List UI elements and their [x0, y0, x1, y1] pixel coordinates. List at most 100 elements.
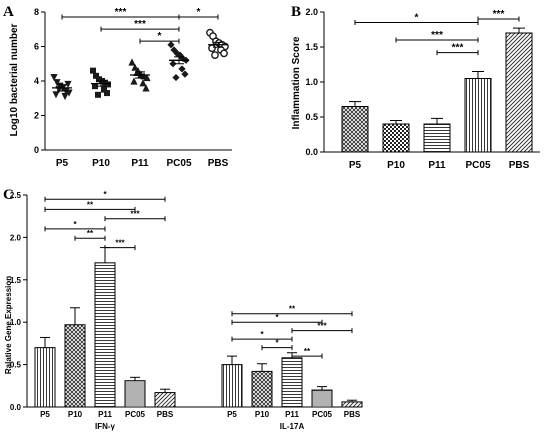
panel-c-sig-label: *: [275, 339, 279, 348]
panel-a-point: [133, 68, 141, 76]
panel-a-point: [104, 90, 110, 97]
panel-a-y-tick-label: 8: [34, 7, 39, 17]
panel-a-x-tick-label: PBS: [208, 158, 229, 169]
panel-c-x-tick-label: PC05: [312, 410, 333, 419]
panel-c-sig-label: *: [260, 330, 264, 339]
panel-a-sig-label: *: [197, 7, 201, 18]
panel-a-point: [139, 79, 147, 87]
panel-c-sig-label: **: [304, 347, 311, 356]
panel-c-x-tick-label: P5: [227, 410, 237, 419]
panel-a-sig-label: *: [158, 31, 162, 42]
panel-b-bar: [382, 123, 410, 153]
panel-a-point: [131, 63, 139, 71]
panel-b-y-axis-title: Inflammation Score: [291, 36, 302, 129]
panel-c-sig-label: ***: [317, 322, 327, 331]
panel-c-y-axis-title: Ralative Gene Expression: [4, 276, 13, 374]
panel-b-y-tick-label: 1.5: [305, 42, 318, 52]
panel-b-bar: [423, 123, 451, 153]
panel-c-bar: [251, 370, 273, 408]
panel-a-y-tick-label: 2: [34, 111, 39, 121]
panel-b-sig-label: ***: [431, 30, 443, 41]
panel-a-point: [50, 73, 58, 82]
panel-a-point: [142, 84, 150, 92]
panel-c-sig-label: ***: [130, 210, 140, 219]
panel-label-c: C: [3, 187, 14, 203]
panel-b-bar: [341, 106, 369, 153]
panel-b-bar: [464, 78, 492, 153]
panel-c-bar: [34, 347, 56, 408]
panel-a-point: [172, 73, 180, 82]
panel-a-point: [211, 51, 219, 60]
panel-a-point: [181, 70, 189, 78]
panel-a-point: [92, 83, 98, 90]
panel-c-bar: [311, 389, 333, 408]
panel-a-point: [128, 58, 136, 66]
panel-c-sig-label: *: [103, 190, 107, 199]
panel-b-sig-label: ***: [452, 43, 464, 54]
panel-a-point: [93, 72, 99, 79]
panel-c-group-label: IL-17A: [280, 422, 305, 431]
panel-c-x-tick-label: P10: [68, 410, 83, 419]
panel-c-bar: [341, 401, 363, 408]
panel-a-y-tick-label: 6: [34, 42, 39, 52]
panel-c-bar: [124, 380, 146, 408]
panel-c-bar: [221, 364, 243, 408]
panel-a-x-tick-label: P10: [92, 158, 110, 169]
panel-b-x-tick-label: P10: [387, 160, 405, 171]
panel-c-sig-label: **: [87, 200, 94, 209]
panel-c-sig-label: **: [87, 229, 94, 238]
panel-label-a: A: [3, 4, 14, 20]
panel-c-bar: [64, 324, 86, 408]
panel-a-x-tick-label: P11: [131, 158, 149, 169]
panel-b-y-tick-label: 1.0: [305, 77, 318, 87]
panel-a-point: [208, 44, 216, 53]
panel-c: C Ralative Gene Expression 0.0 0.5 1.0 1.5 2…: [3, 187, 363, 431]
panel-a-x-tick-label: P5: [56, 158, 69, 169]
panel-b-x-tick-label: PBS: [509, 160, 530, 171]
panel-c-y-tick-label: 0.0: [10, 403, 22, 412]
panel-c-x-tick-label: P11: [98, 410, 112, 419]
panel-b-y-tick-label: 2.0: [305, 7, 318, 17]
panel-a-point: [95, 91, 101, 98]
panel-b-x-tick-label: P5: [349, 160, 362, 171]
panel-a-point: [169, 60, 177, 68]
panel-b-y-tick-label: 0.5: [305, 112, 318, 122]
panel-label-b: B: [291, 4, 301, 20]
panel-a-sig-label: ***: [134, 19, 146, 30]
panel-b-bar: [505, 32, 533, 153]
panel-a-point: [220, 49, 228, 58]
panel-b: B Inflammation Score 0.0 0.5 1.0 1.5 2.0 P5 P1…: [291, 4, 540, 171]
panel-a-point: [105, 81, 111, 88]
panel-c-y-tick-label: 1.0: [10, 318, 22, 327]
panel-a-point: [101, 86, 107, 93]
panel-b-sig-label: *: [415, 13, 419, 24]
panel-c-y-tick-label: 0.5: [10, 361, 22, 370]
panel-b-x-tick-label: PC05: [465, 160, 490, 171]
panel-a-point: [64, 80, 72, 89]
panel-a-point: [90, 67, 96, 74]
panel-c-y-tick-label: 1.5: [10, 276, 22, 285]
panel-a-y-tick-label: 4: [34, 76, 39, 86]
panel-c-x-tick-label: P5: [40, 410, 50, 419]
panel-a-sig-label: ***: [115, 7, 127, 18]
panel-a-point: [143, 73, 151, 82]
panel-c-sig-label: ***: [115, 239, 125, 248]
panel-c-x-tick-label: P10: [255, 410, 270, 419]
panel-b-sig-label: ***: [493, 9, 505, 20]
panel-a-y-tick-label: 0: [34, 145, 39, 155]
panel-c-sig-label: *: [275, 313, 279, 322]
panel-c-y-tick-label: 2.0: [10, 233, 22, 242]
panel-c-x-tick-label: PC05: [125, 410, 146, 419]
panel-a-point: [167, 41, 175, 49]
panel-a-point: [61, 92, 69, 101]
panel-a: A Log10 bacterial number 0 2 4 6 8 P5 P10 P11 PC…: [3, 4, 232, 169]
panel-a-x-tick-label: PC05: [166, 158, 191, 169]
panel-b-y-tick-label: 0.0: [305, 147, 318, 157]
panel-c-sig-label: *: [73, 220, 77, 229]
panel-c-group-label: IFN-γ: [95, 422, 116, 431]
panel-b-x-tick-label: P11: [428, 160, 446, 171]
panel-c-bar: [281, 357, 303, 408]
panel-c-sig-label: **: [289, 305, 296, 314]
panel-a-y-axis-title: Log10 bacterial number: [9, 23, 20, 136]
